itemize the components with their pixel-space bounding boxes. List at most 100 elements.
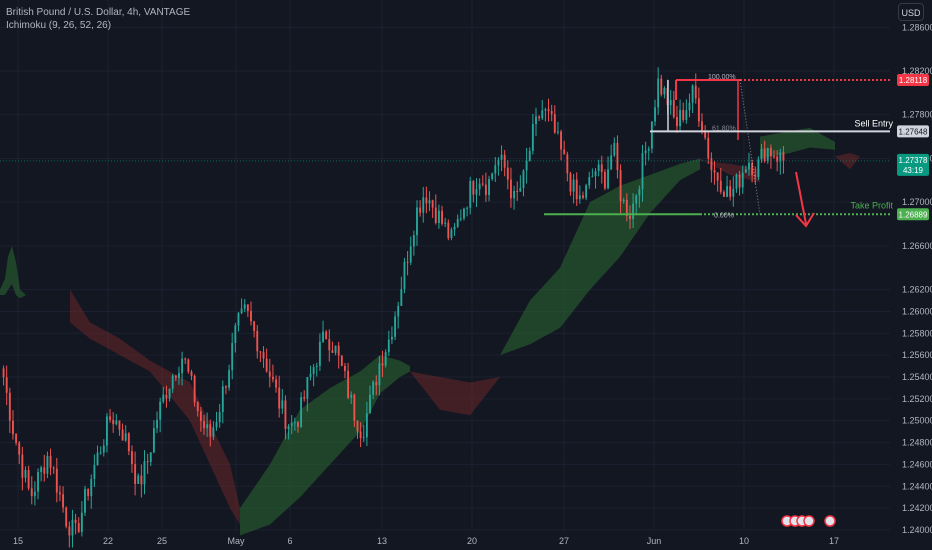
y-tick-label: 1.25600 [902, 350, 932, 360]
candle-body [340, 355, 343, 366]
candle-body [766, 148, 769, 161]
y-tick-label: 1.28600 [902, 22, 932, 32]
candle-body [369, 394, 371, 414]
candle-body [582, 195, 584, 198]
candle-body [437, 210, 440, 224]
candle-body [510, 179, 512, 199]
trade-overlays: 100.00% 61.80% 0.00% Sell Entry Take Profit [0, 74, 893, 527]
candle-body [62, 494, 65, 508]
candle-body [744, 169, 747, 173]
candle-body [378, 363, 381, 386]
candle-body [322, 331, 324, 342]
candle-body [384, 352, 387, 366]
candle-body [685, 110, 688, 120]
candle-body [779, 152, 782, 162]
x-tick-label: 15 [13, 536, 23, 546]
candle-body [406, 261, 409, 263]
candle-body [616, 142, 619, 171]
candle-body [632, 203, 635, 219]
candle-body [99, 452, 102, 454]
candle-body [463, 208, 465, 219]
candle-body [40, 467, 43, 473]
candle-body [691, 85, 694, 103]
candle-body [491, 173, 494, 180]
candle-body [303, 397, 306, 399]
candle-body [215, 422, 218, 428]
chart-legend: British Pound / U.S. Dollar, 4h, VANTAGE… [6, 6, 190, 32]
candle-body [397, 305, 400, 317]
candle-body [672, 100, 675, 118]
candle-body [87, 488, 90, 496]
candle-body [585, 185, 588, 198]
cloud-bull [0, 245, 26, 299]
candle-body [726, 186, 728, 197]
candle-body [400, 289, 403, 306]
candle-body [115, 420, 118, 425]
candle-body [134, 464, 137, 484]
candle-body [600, 164, 603, 173]
candle-body [657, 78, 660, 108]
candle-body [212, 427, 215, 437]
candle-body [594, 171, 597, 177]
fib-top-label: 100.00% [708, 74, 736, 81]
candle-body [566, 154, 569, 174]
candle-body [337, 345, 340, 356]
y-tick-label: 1.24200 [902, 503, 932, 513]
candle-body [306, 377, 309, 399]
candle-body [710, 158, 713, 171]
candle-body [344, 365, 346, 371]
candle-body [722, 191, 725, 197]
candle-body [105, 416, 108, 446]
y-tick-label: 1.24800 [902, 438, 932, 448]
candle-body [535, 116, 537, 125]
candle-body [738, 174, 741, 188]
candle-body [610, 155, 613, 170]
candle-body [773, 156, 775, 158]
candle-body [541, 110, 544, 119]
indicator-title[interactable]: Ichimoku (9, 26, 52, 26) [6, 20, 112, 31]
candle-body [597, 164, 600, 172]
y-tick-label: 1.27000 [902, 197, 932, 207]
candle-body [162, 394, 165, 402]
x-tick-label: Jun [647, 536, 662, 546]
candle-body [484, 184, 487, 195]
candle-body [735, 174, 738, 189]
candle-body [522, 170, 525, 188]
currency-button[interactable]: USD [898, 3, 924, 21]
candle-body [469, 181, 472, 208]
candle-body [221, 386, 224, 412]
candle-body [228, 370, 231, 388]
candle-body [140, 475, 143, 485]
time-axis[interactable]: 15 22 25 May 6 13 20 27 Jun 10 17 [13, 536, 839, 546]
candle-body [525, 160, 528, 171]
candle-body [644, 150, 647, 154]
candle-body [243, 304, 246, 309]
candle-body [757, 159, 760, 177]
candle-body [165, 394, 168, 399]
candle-body [459, 218, 462, 220]
symbol-title[interactable]: British Pound / U.S. Dollar, 4h, VANTAGE [6, 7, 191, 18]
candle-body [309, 373, 312, 378]
candle-body [290, 422, 293, 427]
candle-body [607, 169, 609, 189]
candle-body [450, 229, 453, 238]
candle-body [763, 148, 766, 161]
candle-body [547, 109, 550, 112]
resistance-price-tag: 1.28118 [899, 76, 928, 85]
candle-body [563, 149, 566, 155]
candle-body [550, 111, 553, 115]
economic-event-icon [803, 515, 815, 527]
take-profit-price-tag-bg [897, 208, 929, 221]
price-axis[interactable]: 1.286001.282001.278001.274001.270001.266… [902, 22, 932, 535]
candle-body [102, 445, 105, 453]
candle-body [481, 183, 484, 185]
candle-body [190, 371, 193, 376]
cloud-bear [835, 152, 860, 170]
candle-body [578, 195, 581, 200]
candle-body [650, 121, 653, 149]
candle-body [754, 175, 757, 177]
candle-body [152, 428, 155, 453]
candle-body [669, 100, 672, 106]
